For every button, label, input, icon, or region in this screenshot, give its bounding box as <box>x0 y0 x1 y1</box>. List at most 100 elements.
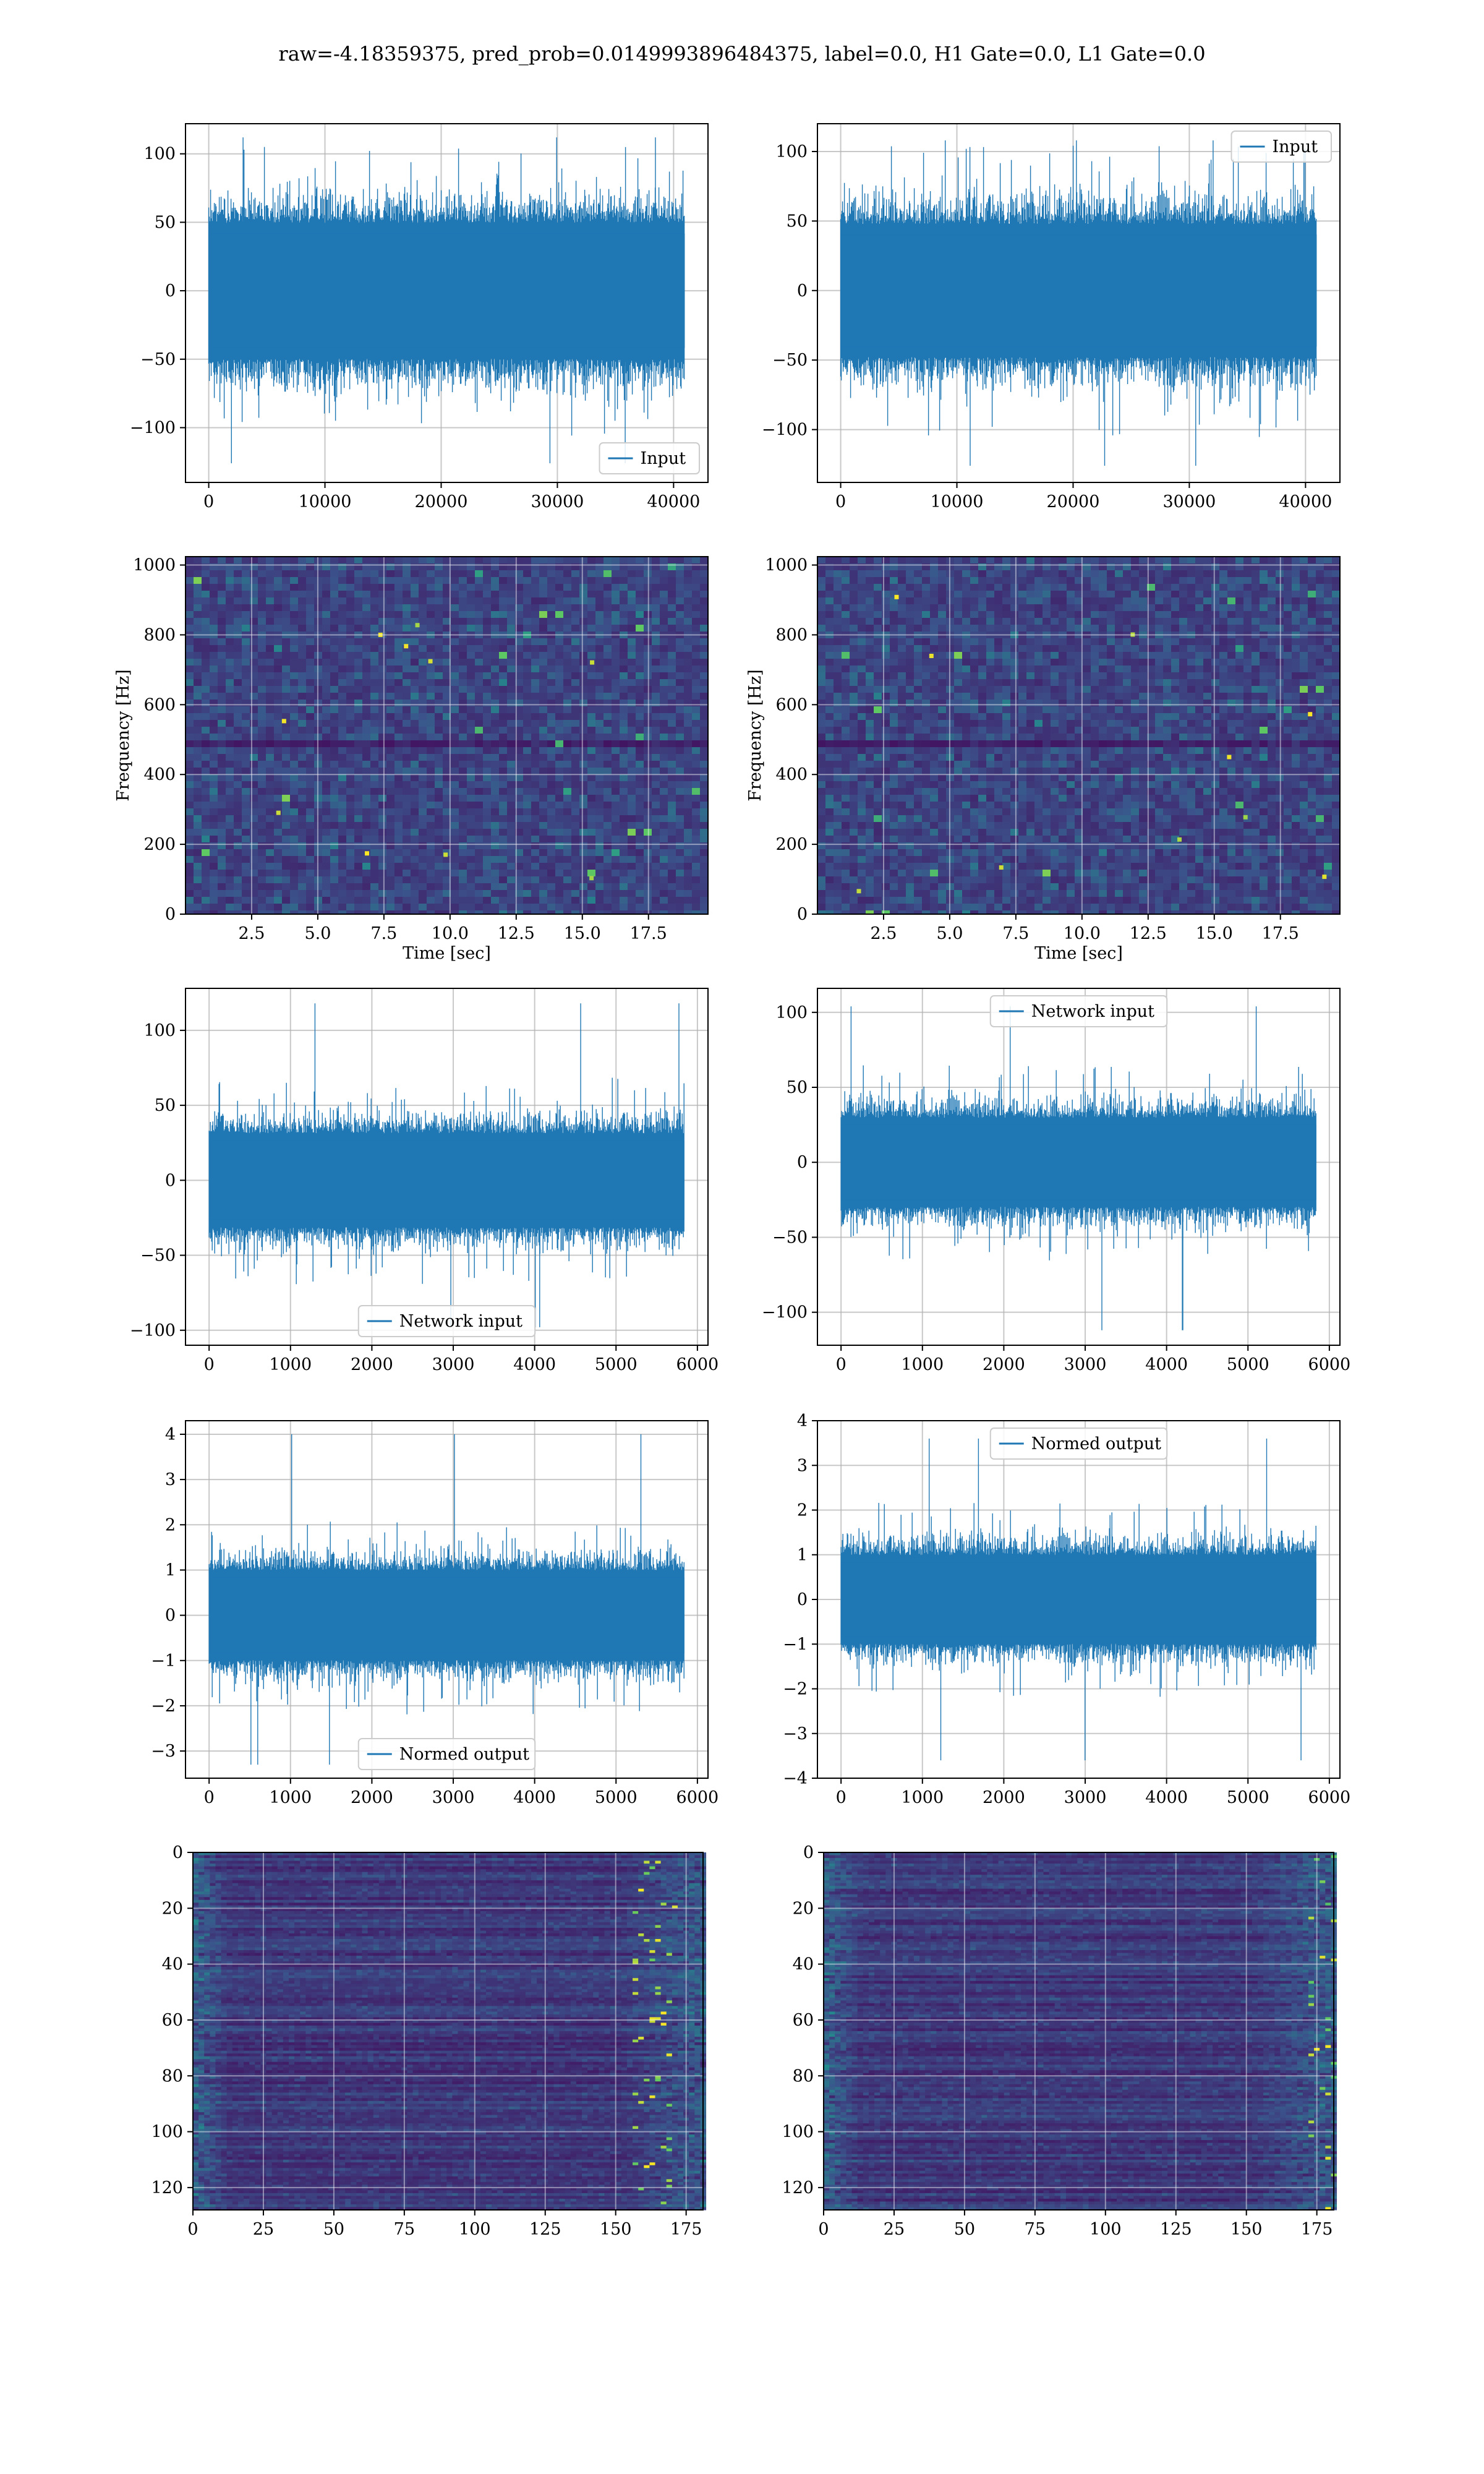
l1-input-panel: 0 10000 20000 30000 40000 −100 −50 0 50 100 Input <box>762 123 1341 511</box>
x-axis-label: Time [sec] <box>1034 944 1123 963</box>
x-tick-label: 2000 <box>983 1355 1025 1374</box>
x-tick-label: 17.5 <box>1262 924 1299 943</box>
series-dense-band <box>208 233 685 348</box>
x-tick-label: 3000 <box>1064 1355 1107 1374</box>
y-tick-label: 80 <box>793 2066 814 2086</box>
y-tick-label: 40 <box>793 1955 814 1974</box>
spectrogram-speck <box>281 719 286 724</box>
y-tick-label: 0 <box>165 905 176 924</box>
legend-label: Network input <box>399 1312 522 1331</box>
y-tick-label: −1 <box>783 1635 808 1654</box>
h1-normed-output-legend: Normed output <box>357 1738 536 1770</box>
x-tick-label: 2000 <box>983 1788 1025 1807</box>
spectrogram-speck <box>1177 837 1182 842</box>
x-tick-label: 20000 <box>1047 492 1100 511</box>
series-dense-band <box>209 1141 684 1220</box>
y-tick-label: 20 <box>162 1899 183 1918</box>
spectrogram-speck <box>404 644 409 649</box>
spectrogram-speck <box>1130 632 1135 637</box>
x-tick-label: 6000 <box>1308 1355 1351 1374</box>
axes-frame <box>185 988 709 1346</box>
x-tick-label: 4000 <box>1145 1355 1188 1374</box>
legend-box <box>599 442 700 474</box>
x-tick-label: 10.0 <box>1064 924 1101 943</box>
y-tick-label: −100 <box>130 418 176 437</box>
spectrogram-speck <box>1227 755 1232 760</box>
l1-normed-output-legend: Normed output <box>989 1427 1168 1460</box>
x-tick-label: 0 <box>836 1355 846 1374</box>
x-tick-label: 0 <box>818 2220 829 2239</box>
y-tick-label: 0 <box>165 281 176 301</box>
x-tick-label: 1000 <box>901 1788 944 1807</box>
x-tick-label: 1000 <box>269 1788 312 1807</box>
y-tick-label: 800 <box>143 625 176 644</box>
y-tick-label: 100 <box>143 1021 176 1040</box>
y-tick-label: 400 <box>775 765 808 784</box>
x-tick-label: 0 <box>204 1355 215 1374</box>
x-tick-label: 75 <box>394 2220 415 2239</box>
y-tick-label: −100 <box>762 1303 808 1322</box>
x-tick-label: 30000 <box>1162 492 1216 511</box>
x-tick-label: 0 <box>187 2220 198 2239</box>
x-tick-label: 175 <box>670 2220 702 2239</box>
y-tick-label: −2 <box>151 1697 176 1716</box>
x-tick-label: 6000 <box>676 1788 719 1807</box>
y-tick-label: 1 <box>797 1546 808 1565</box>
y-tick-label: 40 <box>162 1955 183 1974</box>
spectrogram-speck <box>589 876 594 881</box>
legend-label: Input <box>641 449 686 468</box>
l1-feature-map-panel: 0 25 50 75 100 125 150 175 0 20 40 60 80 100 120 <box>782 1843 1337 2239</box>
axes-frame <box>185 123 709 483</box>
y-tick-label: 1000 <box>765 556 808 575</box>
axes-frame <box>185 1420 709 1779</box>
y-tick-label: 2 <box>165 1515 176 1534</box>
y-tick-label: 100 <box>143 145 176 164</box>
x-tick-label: 2.5 <box>238 924 265 943</box>
series-dense-band <box>841 1562 1316 1637</box>
y-tick-label: 4 <box>165 1425 176 1444</box>
x-tick-label: 10.0 <box>432 924 469 943</box>
series-dense-band <box>209 1577 684 1653</box>
legend-box <box>357 1305 536 1337</box>
y-tick-label: 600 <box>775 695 808 714</box>
y-tick-label: −3 <box>783 1724 808 1744</box>
h1-input-legend: Input <box>599 442 700 474</box>
y-axis-label: Frequency [Hz] <box>746 669 765 801</box>
spectrogram-speck <box>590 660 595 665</box>
x-tick-label: 125 <box>1160 2220 1192 2239</box>
l1-network-input-legend: Network input <box>989 995 1168 1027</box>
y-tick-label: 60 <box>162 2011 183 2030</box>
y-tick-label: 80 <box>162 2066 183 2086</box>
x-tick-label: 2000 <box>351 1788 393 1807</box>
y-tick-label: −50 <box>140 350 176 369</box>
h1-network-input-legend: Network input <box>357 1305 536 1337</box>
x-tick-label: 125 <box>529 2220 561 2239</box>
y-tick-label: 1 <box>165 1560 176 1580</box>
y-tick-label: 200 <box>775 835 808 854</box>
axes-frame <box>817 1420 1341 1779</box>
y-tick-label: −100 <box>130 1321 176 1340</box>
y-tick-label: 100 <box>151 2123 183 2142</box>
figure-title: raw=-4.18359375, pred_prob=0.01499938964… <box>0 42 1484 66</box>
spectrogram-speck <box>856 889 861 894</box>
x-tick-label: 40000 <box>647 492 700 511</box>
y-tick-label: −50 <box>772 1228 808 1247</box>
legend-label: Normed output <box>399 1745 529 1764</box>
y-tick-label: 800 <box>775 625 808 644</box>
x-tick-label: 3000 <box>1064 1788 1107 1807</box>
x-tick-label: 15.0 <box>1196 924 1233 943</box>
x-tick-label: 5000 <box>1227 1788 1269 1807</box>
axes-frame <box>823 1852 1334 2211</box>
x-tick-label: 10000 <box>931 492 984 511</box>
x-tick-label: 10000 <box>299 492 352 511</box>
axes-frame <box>817 556 1341 915</box>
spectrogram-cells <box>186 557 708 914</box>
spectrogram-speck <box>378 632 383 637</box>
y-tick-label: 0 <box>797 1153 808 1172</box>
x-tick-label: 40000 <box>1279 492 1332 511</box>
series-dense-band <box>840 234 1317 347</box>
y-tick-label: 3 <box>165 1470 176 1489</box>
y-tick-label: 0 <box>797 281 808 301</box>
x-tick-label: 5000 <box>595 1788 638 1807</box>
